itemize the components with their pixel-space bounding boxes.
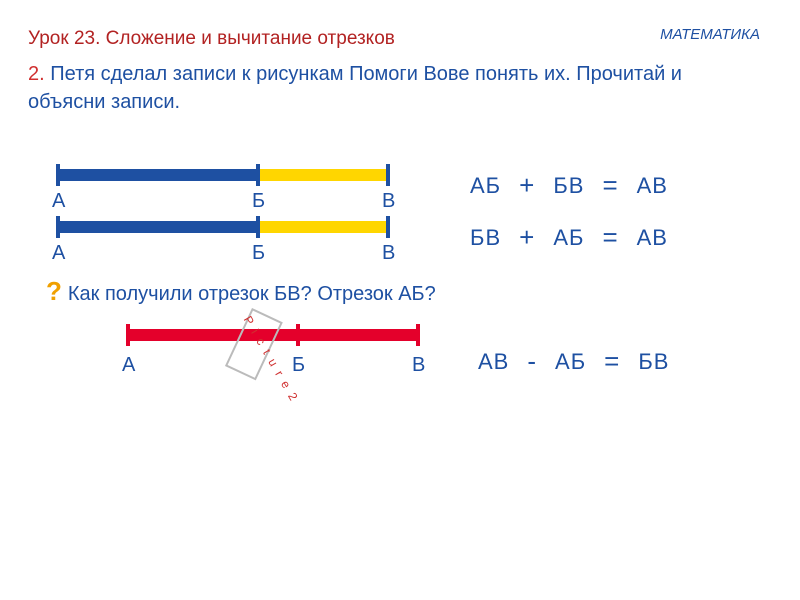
equation-3: АВ - АБ = БВ — [478, 346, 669, 377]
task-text: 2. Петя сделал записи к рисункам Помоги … — [28, 60, 760, 116]
plus-icon: + — [519, 222, 535, 253]
minus-icon: - — [527, 346, 537, 377]
question-mark-icon: ? — [46, 276, 62, 306]
task-number: 2. — [28, 63, 45, 85]
equals-icon: = — [602, 222, 618, 253]
segment-point-label: В — [382, 190, 395, 213]
segment-point-label: Б — [252, 242, 265, 265]
segment-point-label: Б — [292, 354, 305, 377]
eq-term: АБ — [555, 349, 586, 375]
eq-term: АВ — [637, 173, 668, 199]
segment-point-label: Б — [252, 190, 265, 213]
eq-term: БВ — [470, 225, 501, 251]
eq-term: АБ — [470, 173, 501, 199]
question-text: Как получили отрезок БВ? Отрезок АБ? — [68, 283, 436, 305]
task-body: Петя сделал записи к рисункам Помоги Вов… — [28, 63, 682, 113]
eq-term: БВ — [638, 349, 669, 375]
eq-term: АБ — [553, 225, 584, 251]
segment-point-label: А — [52, 190, 65, 213]
equation-1: АБ + БВ = АВ — [470, 170, 668, 201]
eq-term: АВ — [637, 225, 668, 251]
equals-icon: = — [604, 346, 620, 377]
lesson-title: Урок 23. Сложение и вычитание отрезков — [28, 28, 395, 50]
eq-term: АВ — [478, 349, 509, 375]
subject-label: МАТЕМАТИКА — [660, 26, 760, 43]
segment-point-label: А — [122, 354, 135, 377]
segment-point-label: В — [382, 242, 395, 265]
segment-diagram-1: АБВ — [56, 164, 390, 214]
segment-point-label: А — [52, 242, 65, 265]
equals-icon: = — [602, 170, 618, 201]
segment-point-label: В — [412, 354, 425, 377]
slide: МАТЕМАТИКА Урок 23. Сложение и вычитание… — [0, 0, 800, 600]
eq-term: БВ — [553, 173, 584, 199]
plus-icon: + — [519, 170, 535, 201]
question-line: ? Как получили отрезок БВ? Отрезок АБ? — [46, 276, 436, 307]
equation-2: БВ + АБ = АВ — [470, 222, 668, 253]
segment-diagram-2: АБВ — [56, 216, 390, 266]
